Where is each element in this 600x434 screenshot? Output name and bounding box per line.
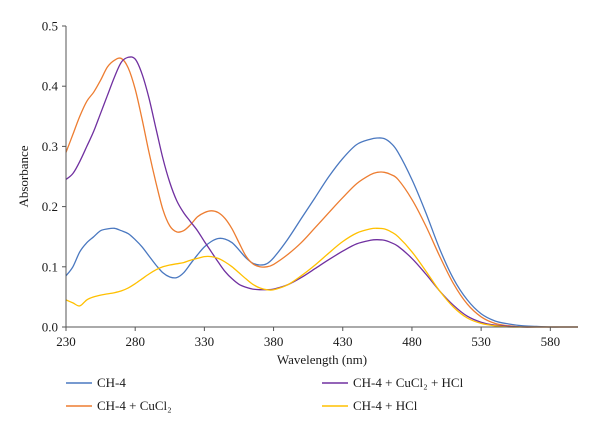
- y-tick-label: 0.1: [42, 259, 58, 274]
- y-tick-label: 0.4: [42, 79, 59, 94]
- legend-label: CH-4: [97, 375, 126, 390]
- legend-label: CH-4 + CuCl₂: [97, 398, 172, 413]
- axes: 0.0 0.1 0.2 0.3 0.4 0.5 230 280 330 380 430 480 530 5…: [42, 19, 578, 349]
- x-tick-label: 580: [541, 334, 561, 349]
- legend-label: CH-4 + HCl: [353, 398, 418, 413]
- x-tick-label: 480: [402, 334, 422, 349]
- legend-item-ch4-hcl: CH-4 + HCl: [322, 398, 418, 413]
- series-line-1: [65, 57, 578, 328]
- y-tick-label: 0.0: [42, 320, 58, 335]
- y-tick-label: 0.2: [42, 199, 58, 214]
- legend-item-ch4: CH-4: [66, 375, 126, 390]
- legend-item-ch4-cucl2-hcl: CH-4 + CuCl₂ + HCl: [322, 375, 464, 390]
- legend-item-ch4-cucl2: CH-4 + CuCl₂: [66, 398, 172, 413]
- x-tick-label: 280: [125, 334, 145, 349]
- x-tick-label: 430: [333, 334, 353, 349]
- x-axis-title: Wavelength (nm): [277, 352, 367, 367]
- y-tick-label: 0.3: [42, 139, 58, 154]
- plot-area: [65, 56, 578, 328]
- y-tick-label: 0.5: [42, 19, 58, 34]
- x-tick-label: 330: [195, 334, 215, 349]
- x-tick-label: 380: [264, 334, 284, 349]
- x-tick-label: 230: [56, 334, 76, 349]
- series-line-3: [65, 227, 578, 328]
- legend-label: CH-4 + CuCl₂ + HCl: [353, 375, 464, 390]
- legend: CH-4 CH-4 + CuCl₂ CH-4 + CuCl₂ + HCl CH-…: [66, 375, 464, 413]
- y-axis-title: Absorbance: [16, 145, 31, 207]
- series-line-2: [65, 56, 578, 328]
- series-line-0: [65, 137, 578, 328]
- x-tick-label: 530: [471, 334, 491, 349]
